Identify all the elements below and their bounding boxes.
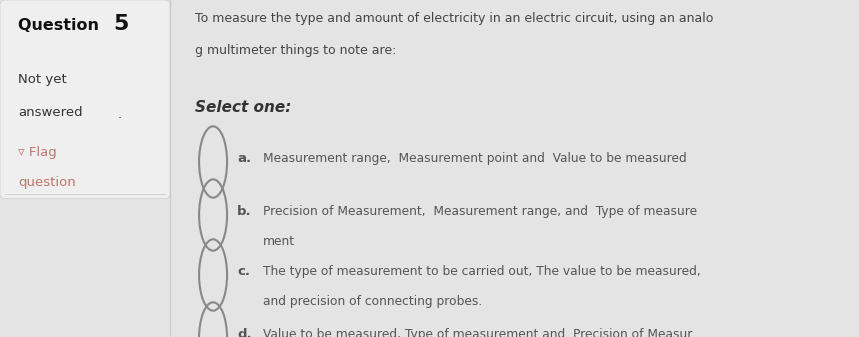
- Text: answered: answered: [18, 106, 82, 119]
- Text: and precision of connecting probes.: and precision of connecting probes.: [263, 295, 483, 308]
- Text: Question: Question: [18, 18, 105, 33]
- FancyBboxPatch shape: [0, 0, 170, 199]
- Text: a.: a.: [237, 152, 251, 165]
- Text: 5: 5: [113, 14, 128, 34]
- Text: b.: b.: [237, 205, 252, 218]
- Text: question: question: [18, 176, 76, 189]
- Text: To measure the type and amount of electricity in an electric circuit, using an a: To measure the type and amount of electr…: [195, 12, 714, 25]
- Text: Not yet: Not yet: [18, 73, 67, 86]
- Text: ▿ Flag: ▿ Flag: [18, 146, 57, 159]
- Text: Precision of Measurement,  Measurement range, and  Type of measure: Precision of Measurement, Measurement ra…: [263, 205, 698, 218]
- Text: Select one:: Select one:: [195, 100, 291, 115]
- Text: The type of measurement to be carried out, The value to be measured,: The type of measurement to be carried ou…: [263, 265, 701, 278]
- Text: g multimeter things to note are:: g multimeter things to note are:: [195, 44, 397, 57]
- Text: Value to be measured, Type of measurement and  Precision of Measur: Value to be measured, Type of measuremen…: [263, 328, 692, 337]
- Text: d.: d.: [237, 328, 252, 337]
- Text: c.: c.: [237, 265, 250, 278]
- Text: Measurement range,  Measurement point and  Value to be measured: Measurement range, Measurement point and…: [263, 152, 687, 165]
- Text: ment: ment: [263, 235, 295, 248]
- Text: .: .: [118, 108, 122, 121]
